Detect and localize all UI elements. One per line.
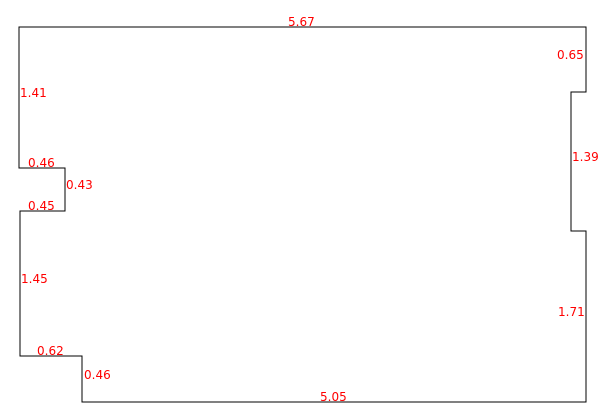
dim-label-bottom: 5.05 [320,390,347,404]
dim-label-left-notch-side: 0.43 [66,178,93,192]
dim-label-right-top: 0.65 [557,48,584,62]
dim-label-left-lower: 1.45 [21,272,48,286]
room-outline [18,26,587,403]
dim-label-left-notch-bottom: 0.45 [28,199,55,213]
dim-label-left-bottom-step-vertical: 0.46 [84,368,111,382]
dim-label-right-bottom: 1.71 [558,305,585,319]
dim-label-left-upper: 1.41 [20,86,47,100]
dim-label-top: 5.67 [288,15,315,29]
dim-label-left-bottom-step-horizontal: 0.62 [37,344,64,358]
dim-label-left-notch-top: 0.46 [28,156,55,170]
dim-label-right-notch-inner: 1.39 [572,150,599,164]
